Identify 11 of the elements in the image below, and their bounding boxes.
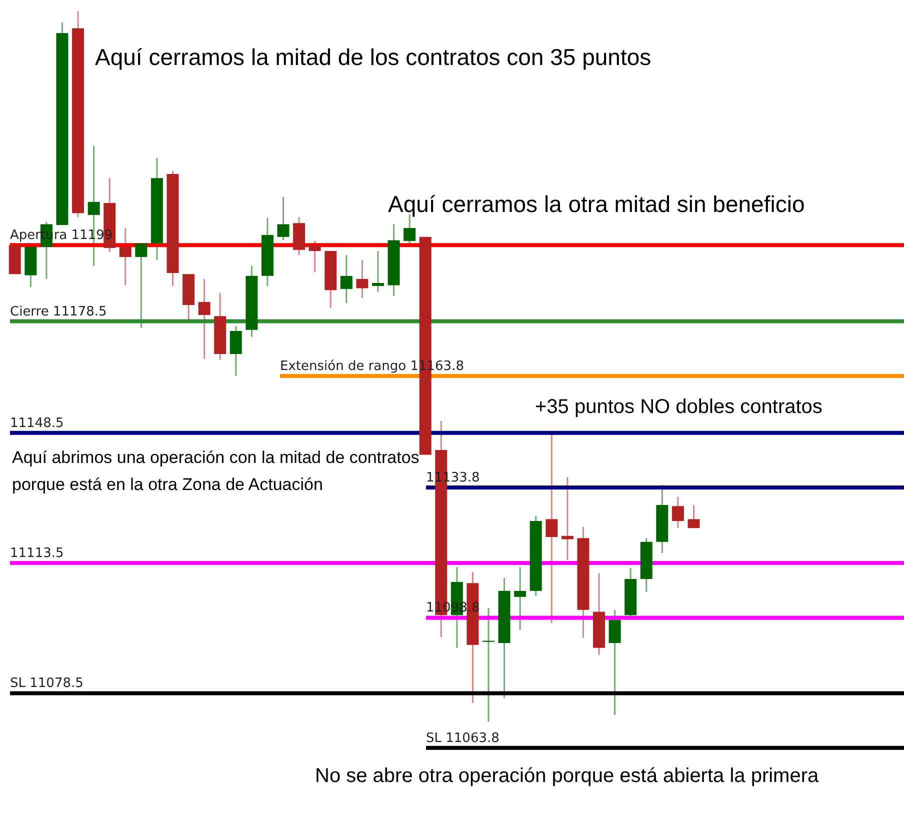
annotation: Aquí abrimos una operación con la mitad de contratos porque está en la otra Zona de Actuación	[12, 448, 420, 494]
ref-line-label: 11113.5	[10, 546, 64, 562]
ref-line-label: SL 11078.5	[10, 676, 84, 692]
annotation: No se abre otra operación porque está abierta la primera	[315, 765, 820, 787]
ref-line-label: 11148.5	[10, 416, 64, 431]
ref-line-label: Cierre 11178.5	[10, 304, 107, 320]
annotation: Aquí cerramos la otra mitad sin beneficio	[388, 191, 805, 217]
annotation: +35 puntos NO dobles contratos	[535, 396, 822, 418]
annotation: Aquí cerramos la mitad de los contratos con 35 puntos	[95, 44, 652, 70]
ref-line-label: 11098.8	[426, 600, 480, 616]
ref-line-label: SL 11063.8	[426, 730, 500, 746]
